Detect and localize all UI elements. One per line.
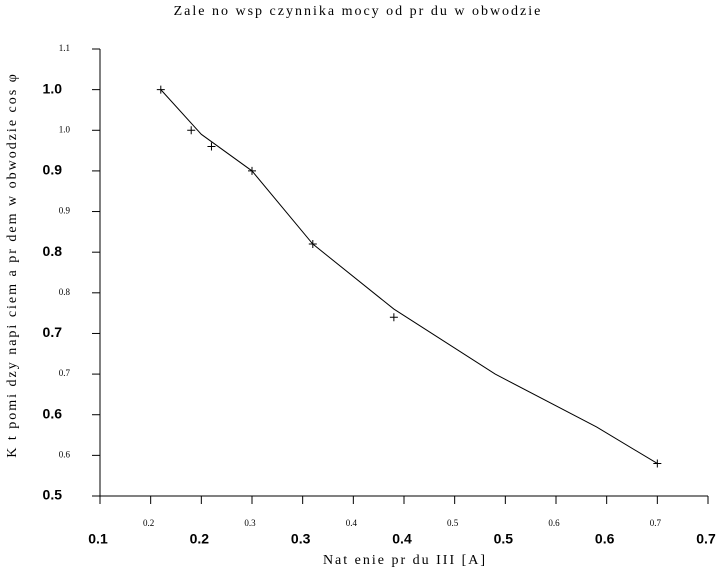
x-tick-label: 0.3 [244,518,256,528]
x-tick-label: 0.6 [548,518,560,528]
x-tick-label: 0.2 [190,531,210,547]
y-tick-label: 1.0 [59,124,71,134]
point [653,459,662,468]
point [308,240,317,249]
y-tick-label: 0.9 [59,206,71,216]
fit-curve [160,89,658,464]
x-tick-label: 0.7 [696,531,716,547]
x-tick-label: 0.4 [392,531,412,547]
y-tick-label: 0.8 [59,287,71,297]
y-axis-label: K t pomi dzy napi ciem a pr dem w obwodz… [5,72,20,458]
point [248,166,256,175]
y-tick-label: 0.6 [43,405,63,421]
point [389,313,398,322]
y-tick-label: 1.1 [59,43,70,53]
x-tick-label: 0.3 [291,531,311,547]
y-tick-label: 0.5 [43,487,63,503]
y-tick-label: 0.7 [43,324,63,340]
x-tick-label: 0.6 [595,531,615,547]
x-tick-label: 0.4 [346,518,358,528]
y-tick-label: 0.8 [43,243,63,259]
x-axis-label: Nat enie pr du III [A] [323,553,487,568]
point [156,85,165,94]
y-tick-label: 0.6 [59,449,71,459]
y-tick-label: 0.7 [59,368,71,378]
point [187,126,196,135]
x-tick-label: 0.5 [494,531,514,547]
chart-title: Zale no wsp czynnika mocy od pr du w obw… [174,4,543,19]
y-tick-label: 1.0 [43,80,63,96]
x-tick-label: 0.5 [447,518,459,528]
x-tick-label: 0.7 [650,518,662,528]
x-tick-label: 0.1 [88,531,108,547]
y-tick-label: 0.9 [43,162,63,178]
point [207,142,216,151]
x-tick-label: 0.2 [143,518,154,528]
